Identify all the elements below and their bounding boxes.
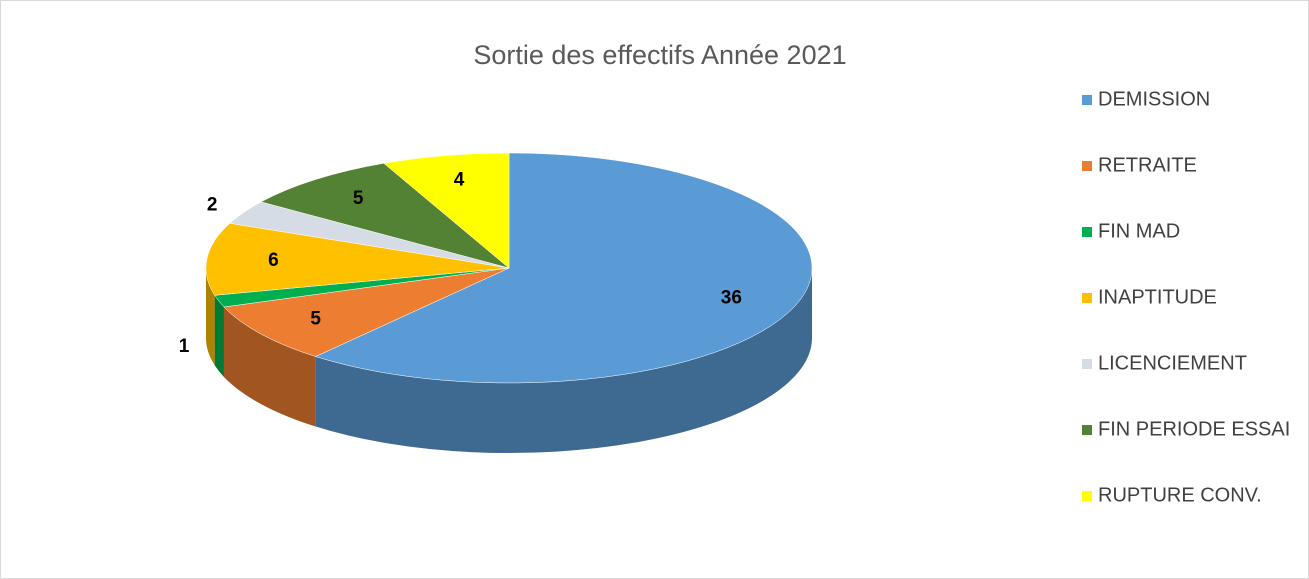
legend-swatch [1082,293,1092,303]
legend-label: RUPTURE CONV. [1098,484,1262,506]
legend-swatch [1082,161,1092,171]
legend-swatch [1082,359,1092,369]
slice-side [206,268,215,366]
slice [205,223,510,296]
legend-label: FIN PERIODE ESSAI [1098,418,1290,440]
data-label: 5 [310,309,321,330]
data-label: 2 [207,195,218,216]
legend-label: LICENCIEMENT [1098,352,1247,374]
slice-side [223,307,316,427]
data-label: 36 [721,287,742,308]
data-label: 1 [179,336,190,357]
legend-swatch [1082,95,1092,105]
legend-label: FIN MAD [1098,220,1180,242]
slice [383,152,510,269]
legend-swatch [1082,491,1092,501]
data-label: 4 [454,169,465,190]
slice [223,267,510,357]
data-label: 5 [353,188,364,209]
legend-label: RETRAITE [1098,154,1197,176]
legend-label: INAPTITUDE [1098,286,1217,308]
slice [314,152,813,384]
legend-label: DEMISSION [1098,88,1210,110]
legend-swatch [1082,425,1092,435]
slice [260,163,510,269]
slice-side [214,295,224,378]
slice-side [315,268,813,453]
data-label: 6 [268,250,279,271]
legend-swatch [1082,227,1092,237]
chart-title: Sortie des effectifs Année 2021 [473,40,846,70]
